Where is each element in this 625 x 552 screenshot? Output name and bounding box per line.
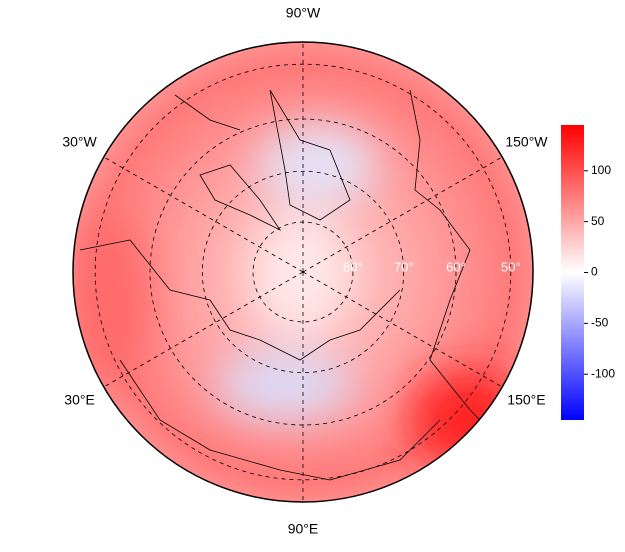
field — [73, 42, 533, 502]
latitude-label: 70° — [394, 259, 414, 274]
longitude-label: 90°W — [286, 5, 321, 21]
meridian-line — [302, 271, 503, 388]
latitude-label: 80° — [343, 259, 363, 274]
longitude-label: 90°E — [288, 521, 319, 537]
latitude-label: 50° — [501, 259, 521, 274]
colorbar — [561, 125, 584, 420]
meridian-line — [103, 271, 304, 388]
colorbar-tick-label: -50 — [591, 316, 609, 330]
latitude-label: 60° — [446, 259, 466, 274]
coastlines — [79, 89, 501, 481]
latitude-line — [94, 63, 512, 481]
meridian-line — [302, 156, 503, 273]
longitude-label: 150°W — [505, 134, 548, 150]
longitude-label: 30°W — [62, 134, 97, 150]
longitude-label: 30°E — [64, 392, 95, 408]
colorbar-tick-label: 0 — [591, 265, 598, 279]
longitude-label: 150°E — [507, 392, 545, 408]
map-boundary — [72, 41, 534, 503]
latitude-line — [201, 170, 405, 374]
colorbar-tick-label: 50 — [591, 214, 605, 228]
colorbar-tick-label: 100 — [591, 163, 611, 177]
meridian-line — [103, 156, 304, 273]
colorbar-tick-label: -100 — [591, 366, 615, 380]
